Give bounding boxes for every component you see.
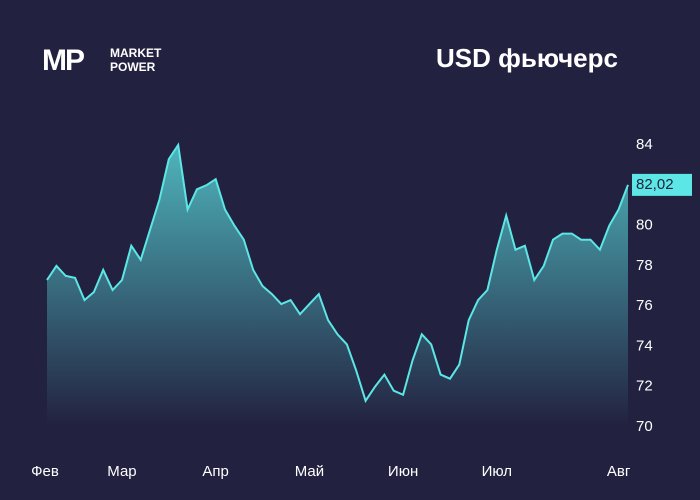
x-tick-label: Май [295,463,324,480]
logo-mark: MP [42,44,84,77]
x-tick-label: Апр [202,463,228,480]
y-tick-label: 74 [636,337,653,354]
x-tick-label: Фев [31,463,59,480]
chart-title: USD фьючерс [436,43,618,73]
x-tick-label: Авг [607,463,631,480]
y-tick-label: 84 [636,136,653,153]
y-tick-label: 76 [636,297,653,314]
x-tick-label: Июл [482,463,512,480]
x-tick-label: Мар [107,463,136,480]
logo-text: POWER [110,60,156,74]
y-tick-label: 80 [636,217,653,234]
y-tick-label: 72 [636,378,653,395]
y-tick-label: 70 [636,418,653,435]
area-fill [47,145,628,427]
logo-text: MARKET [110,46,162,60]
last-value-label: 82,02 [636,176,674,193]
y-tick-label: 78 [636,257,653,274]
last-value-box [632,173,692,196]
line [46,142,629,404]
x-tick-label: Июн [388,463,418,480]
